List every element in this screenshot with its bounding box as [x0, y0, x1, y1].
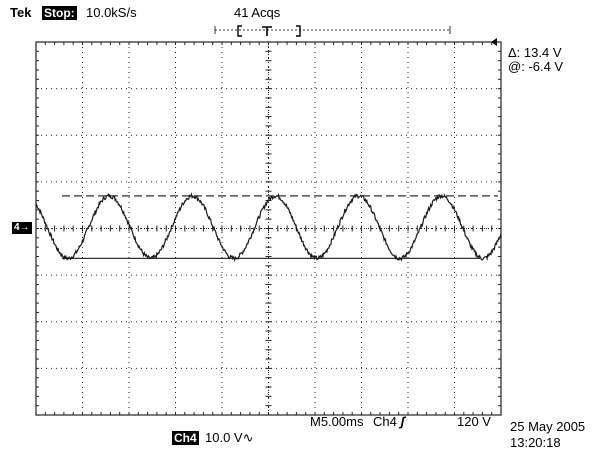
time-label: 13:20:18	[510, 435, 561, 450]
channel-scale-readout: 10.0 V∿	[205, 430, 254, 445]
record-window-bracket	[296, 25, 301, 37]
stop-state-badge: Stop:	[42, 6, 77, 20]
trigger-channel-label: Ch4	[373, 414, 397, 429]
graticule	[35, 41, 502, 416]
channel-4-marker: 4→	[12, 222, 32, 234]
trigger-channel-readout: Ch4 ʃ	[373, 415, 405, 429]
trigger-level-readout: 120 V	[457, 414, 491, 429]
cursor-lines	[62, 195, 498, 259]
timebase-readout: M5.00ms	[310, 414, 364, 429]
channel-badge: Ch4	[172, 431, 199, 445]
cursor-delta-readout: Δ: 13.4 V	[508, 45, 562, 60]
record-window-bracket	[237, 25, 242, 37]
ch4-waveform-trace	[35, 192, 502, 262]
trigger-level-pointer	[491, 38, 497, 46]
channel-badge-label: Ch4	[172, 431, 199, 445]
trigger-position-bar	[214, 25, 451, 37]
trigger-t-marker-icon	[262, 26, 272, 36]
acquisition-state: Stop:	[42, 6, 77, 20]
brand-label: Tek	[10, 5, 32, 20]
date-label: 25 May 2005	[510, 419, 586, 434]
acquisition-count: 41 Acqs	[234, 5, 281, 20]
cursor-at-readout: @: -6.4 V	[508, 59, 564, 74]
sample-rate: 10.0kS/s	[86, 5, 137, 20]
rising-edge-icon: ʃ	[400, 414, 405, 429]
